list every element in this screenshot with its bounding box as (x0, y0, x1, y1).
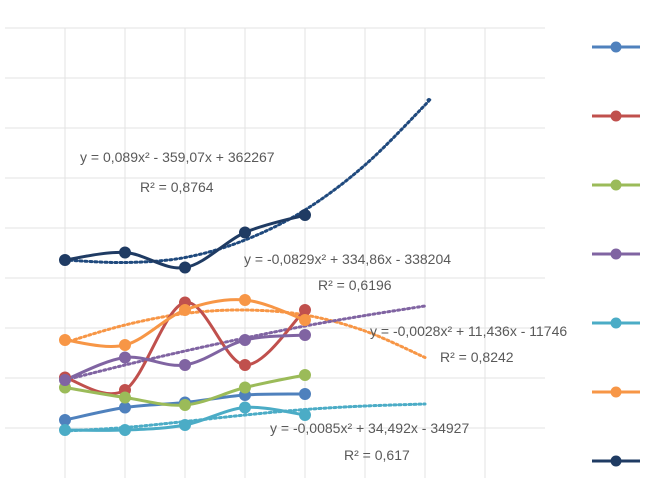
trend-r2-cyan: R² = 0,617 (344, 447, 410, 463)
trend-equation-purple: y = -0,0028x² + 11,436x - 11746 (370, 323, 567, 339)
data-point-2-2 (179, 399, 191, 411)
legend-marker-2 (610, 179, 622, 191)
data-point-3-0 (59, 374, 71, 386)
legend-marker-5 (610, 386, 622, 398)
data-point-5-3 (239, 294, 251, 306)
data-point-6-4 (299, 209, 311, 221)
data-point-6-2 (179, 261, 191, 274)
legend (592, 41, 640, 467)
data-point-6-0 (59, 254, 71, 266)
data-point-2-3 (239, 381, 251, 394)
data-point-6-1 (119, 246, 131, 259)
legend-marker-3 (610, 248, 622, 260)
legend-marker-4 (610, 317, 622, 329)
data-point-1-4 (299, 304, 311, 316)
data-point-5-0 (59, 334, 71, 346)
data-point-4-2 (179, 419, 191, 431)
trend-equation-dark: y = 0,089x² - 359,07x + 362267 (80, 149, 275, 165)
data-point-5-2 (179, 304, 191, 316)
data-point-5-4 (299, 314, 311, 326)
data-point-4-0 (59, 424, 71, 436)
trend-equation-cyan: y = -0,0085x² + 34,492x - 34927 (270, 420, 469, 436)
trendline-0 (63, 97, 432, 265)
data-point-0-1 (119, 401, 131, 414)
trend-r2-dark: R² = 0,8764 (140, 179, 214, 195)
trend-equation-orange: y = -0,0829x² + 334,86x - 338204 (244, 251, 451, 267)
legend-marker-1 (610, 110, 622, 122)
trend-r2-purple: R² = 0,8242 (440, 349, 514, 365)
data-point-3-4 (299, 329, 311, 341)
trend-r2-orange: R² = 0,6196 (318, 277, 392, 293)
data-point-4-3 (239, 401, 251, 414)
legend-marker-6 (610, 455, 622, 467)
trendline-1 (63, 308, 427, 359)
data-point-0-0 (59, 414, 71, 426)
data-point-3-3 (239, 334, 251, 346)
data-points (59, 209, 311, 436)
data-point-4-1 (119, 424, 131, 436)
data-point-0-4 (299, 388, 311, 400)
data-point-4-4 (299, 409, 311, 421)
data-point-1-3 (239, 359, 251, 371)
legend-marker-0 (610, 41, 622, 53)
data-point-5-1 (119, 339, 131, 351)
data-point-2-1 (119, 391, 131, 404)
data-point-3-2 (179, 359, 191, 371)
data-point-6-3 (239, 226, 251, 239)
data-point-3-1 (119, 351, 131, 364)
data-point-2-4 (299, 369, 311, 381)
